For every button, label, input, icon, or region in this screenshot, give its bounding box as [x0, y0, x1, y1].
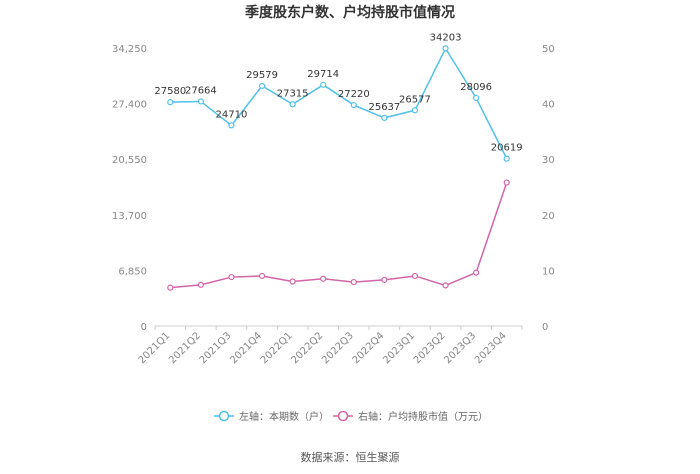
legend-marker-1 — [218, 410, 230, 422]
x-tick-label: 2023Q2 — [412, 330, 448, 366]
right-tick-label: 40 — [542, 100, 555, 111]
series-2-point — [320, 275, 327, 282]
series-1-point — [503, 155, 510, 162]
series-1-point — [197, 98, 204, 105]
legend-label-1: 左轴：本期数（户） — [239, 410, 329, 423]
left-tick-label: 6,850 — [118, 266, 147, 277]
series-1-point — [411, 107, 419, 114]
source-note: 数据来源：恒生聚源 — [301, 450, 400, 464]
data-label: 26577 — [399, 94, 431, 105]
series-2-point — [258, 272, 266, 280]
data-label: 27580 — [154, 86, 186, 97]
series-1-point — [381, 114, 388, 122]
series-1-point — [228, 122, 235, 129]
series-1-point — [350, 101, 357, 109]
series-2-point — [442, 282, 449, 289]
series-2-point — [381, 276, 388, 283]
x-tick-label: 2021Q3 — [198, 330, 234, 366]
series-2-point — [473, 269, 480, 276]
data-label: 27220 — [338, 89, 370, 100]
left-tick-label: 0 — [141, 322, 147, 333]
series-2-point — [350, 278, 357, 286]
left-axis: 0 6,850 13,700 20,550 27,400 34,250 — [112, 44, 147, 333]
x-tick-label: 2022Q3 — [320, 330, 356, 366]
series-1-point — [320, 81, 327, 88]
x-axis: 2021Q12021Q22021Q32021Q42022Q12022Q22022… — [137, 326, 523, 366]
right-tick-label: 10 — [542, 266, 555, 277]
x-tick-label: 2022Q2 — [289, 330, 325, 366]
series-1-point — [167, 99, 174, 106]
data-label: 24710 — [216, 109, 248, 120]
data-label: 28096 — [460, 82, 492, 93]
series-2-point — [167, 284, 174, 291]
series-2-point — [289, 278, 296, 285]
x-tick-label: 2023Q1 — [381, 330, 417, 366]
x-tick-label: 2022Q4 — [351, 330, 387, 366]
data-label: 29579 — [246, 70, 278, 81]
right-tick-label: 0 — [542, 322, 548, 333]
data-label: 34203 — [430, 32, 462, 43]
series-1-point — [442, 45, 449, 52]
series-2-point — [228, 273, 235, 281]
x-tick-label: 2021Q2 — [167, 330, 203, 366]
left-tick-label: 20,550 — [112, 155, 147, 166]
right-tick-label: 20 — [542, 211, 555, 222]
left-tick-label: 27,400 — [112, 100, 147, 111]
x-tick-label: 2023Q4 — [473, 330, 509, 366]
x-tick-label: 2021Q4 — [228, 330, 264, 366]
right-tick-label: 50 — [542, 44, 555, 55]
series-line-1 — [170, 46, 508, 159]
series-2-point — [503, 179, 510, 186]
left-tick-label: 34,250 — [112, 44, 147, 55]
series-1-point — [473, 94, 480, 102]
right-axis: 0 10 20 30 40 50 — [542, 44, 555, 333]
chart-title: 季度股东户数、户均持股市值情况 — [244, 4, 455, 21]
data-label: 27664 — [185, 85, 217, 96]
left-tick-label: 13,700 — [112, 211, 147, 222]
series-2-point — [197, 281, 204, 288]
right-tick-label: 30 — [542, 155, 555, 166]
series-1-point — [258, 82, 266, 90]
x-tick-label: 2022Q1 — [259, 330, 295, 366]
legend[interactable]: 左轴：本期数（户） 右轴：户均持股市值（万元） — [214, 410, 488, 423]
series-line-2 — [170, 182, 508, 289]
data-label: 25637 — [368, 102, 400, 113]
series-1-point — [289, 101, 296, 108]
x-tick-label: 2023Q3 — [442, 330, 478, 366]
legend-marker-2 — [337, 410, 349, 422]
legend-label-2: 右轴：户均持股市值（万元） — [358, 410, 488, 423]
data-label: 29714 — [307, 69, 339, 80]
x-tick-label: 2021Q1 — [137, 330, 173, 366]
series-2-point — [411, 272, 419, 280]
data-label: 27315 — [277, 88, 309, 99]
data-label: 20619 — [491, 143, 523, 154]
